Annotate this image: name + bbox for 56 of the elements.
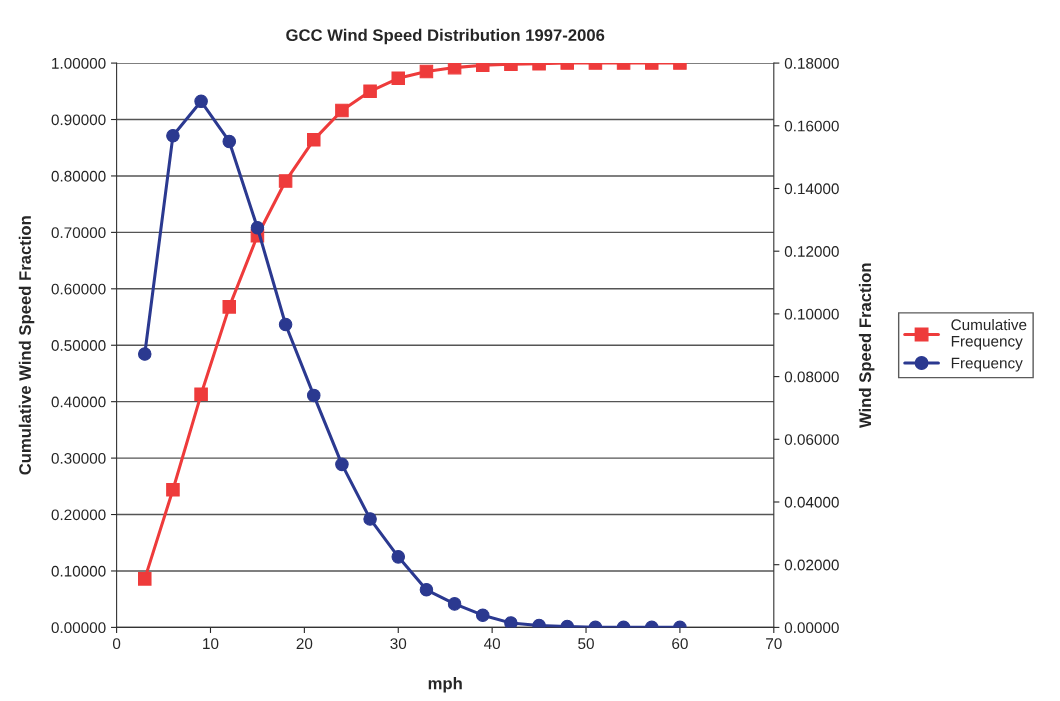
point [222, 300, 237, 314]
y-tick-label: 0.50000 [51, 340, 106, 351]
point [335, 457, 349, 472]
point [447, 597, 462, 611]
point [166, 482, 180, 497]
point [278, 174, 293, 188]
y2-tick-label: 0.16000 [784, 120, 839, 132]
y2-tick-label: 0.18000 [784, 57, 839, 69]
y-tick-label: 0.30000 [51, 452, 106, 464]
point [138, 572, 152, 586]
y2-tick-label: 0.00000 [784, 622, 839, 634]
x-tick-label: 20 [296, 638, 313, 650]
point [166, 129, 180, 143]
y2-tick-label: 0.06000 [784, 434, 839, 445]
x-tick-label: 50 [578, 638, 594, 650]
point [363, 512, 377, 526]
point [504, 616, 518, 628]
y-axis-title: Cumulative Wind Speed Fraction [18, 216, 35, 475]
y-tick-label: 0.60000 [51, 283, 106, 295]
y2-tick-label: 0.02000 [784, 559, 839, 571]
x-tick-label: 30 [390, 638, 407, 650]
y-tick-label: 0.10000 [51, 565, 106, 577]
point [391, 550, 406, 564]
point [475, 608, 490, 622]
y2-tick-label: 0.14000 [784, 183, 839, 195]
y-tick-label: 0.80000 [51, 170, 106, 182]
y2-tick-label: 0.12000 [784, 246, 839, 257]
point [222, 134, 237, 149]
y2-axis-title: Wind Speed Fraction [858, 263, 875, 429]
x-tick-label: 10 [203, 638, 219, 650]
chart-title: GCC Wind Speed Distribution 1997-2006 [286, 28, 605, 45]
y-tick-label: 0.40000 [51, 396, 106, 408]
x-tick-label: 40 [484, 638, 501, 650]
x-tick-label: 0 [112, 638, 121, 650]
y2-tick-label: 0.04000 [784, 496, 839, 508]
point [194, 387, 208, 402]
point [138, 347, 152, 361]
y2-tick-label: 0.08000 [784, 371, 839, 383]
x-tick-label: 70 [766, 638, 782, 650]
y2-tick-label: 0.10000 [784, 308, 839, 320]
point [306, 133, 321, 147]
legend-label: Cumulative Frequency [951, 318, 1027, 350]
y-tick-label: 0.20000 [51, 509, 106, 521]
y-tick-label: 0.90000 [51, 114, 106, 126]
point [194, 94, 208, 109]
y-tick-label: 0.70000 [51, 227, 106, 239]
y-tick-label: 0.00000 [51, 622, 106, 634]
point [447, 63, 462, 75]
point [250, 220, 265, 235]
legend-label: Frequency [951, 357, 1023, 372]
point [306, 388, 321, 403]
x-tick-label: 60 [672, 638, 688, 650]
x-axis-title: mph [428, 677, 462, 693]
y-tick-label: 1.00000 [52, 57, 106, 69]
point [419, 583, 434, 597]
point [278, 317, 293, 332]
